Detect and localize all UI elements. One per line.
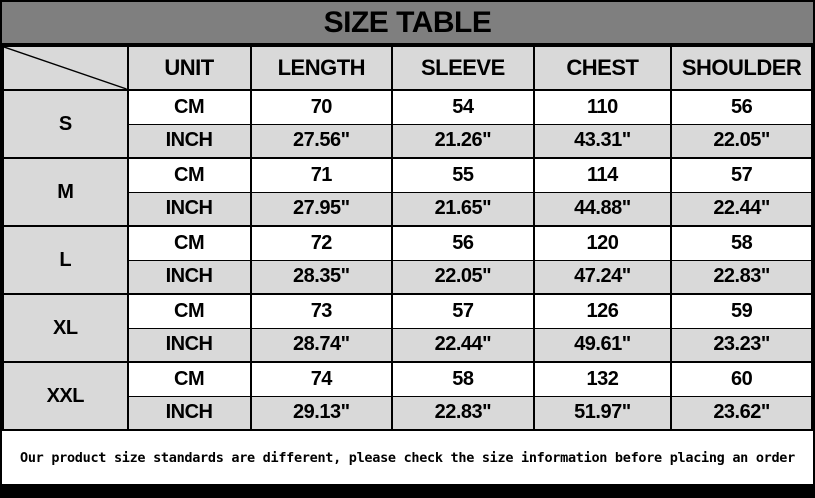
value-s-inch-shoulder: 22.05" [670, 123, 813, 159]
value-s-cm-length: 70 [249, 89, 394, 125]
value-xl-cm-length: 73 [249, 293, 394, 329]
value-xl-inch-sleeve: 22.44" [391, 327, 535, 363]
bottom-bar [2, 484, 813, 496]
value-xl-inch-chest: 49.61" [532, 327, 673, 363]
unit-label-cm: CM [126, 89, 252, 125]
row-xl-inch: INCH 28.74" 22.44" 49.61" 23.23" [3, 327, 813, 363]
size-label-l: L [2, 225, 129, 295]
diagonal-header-cell [2, 45, 129, 91]
row-m-cm: M CM 71 55 114 57 [2, 157, 813, 227]
unit-label-inch: INCH [126, 327, 252, 363]
column-header-unit: UNIT [126, 45, 252, 91]
column-header-shoulder: SHOULDER [670, 45, 813, 91]
unit-label-inch: INCH [126, 259, 252, 295]
value-l-inch-shoulder: 22.83" [670, 259, 813, 295]
value-xxl-cm-length: 74 [249, 361, 394, 397]
value-l-cm-chest: 120 [532, 225, 673, 261]
unit-label-cm: CM [126, 361, 252, 397]
value-l-cm-sleeve: 56 [391, 225, 535, 261]
note-box: Our product size standards are different… [2, 431, 813, 484]
value-l-inch-length: 28.35" [249, 259, 394, 295]
value-l-cm-shoulder: 58 [670, 225, 813, 261]
value-xxl-cm-chest: 132 [532, 361, 673, 397]
unit-label-cm: CM [126, 225, 252, 261]
row-xxl-inch: INCH 29.13" 22.83" 51.97" 23.62" [3, 395, 813, 431]
value-l-cm-length: 72 [249, 225, 394, 261]
column-header-length: LENGTH [249, 45, 394, 91]
value-s-cm-sleeve: 54 [391, 89, 535, 125]
size-label-m: M [2, 157, 129, 227]
value-m-cm-chest: 114 [532, 157, 673, 193]
row-xl-cm: XL CM 73 57 126 59 [2, 293, 813, 363]
value-xl-cm-sleeve: 57 [391, 293, 535, 329]
row-l-cm: L CM 72 56 120 58 [2, 225, 813, 295]
value-xl-cm-chest: 126 [532, 293, 673, 329]
value-m-inch-shoulder: 22.44" [670, 191, 813, 227]
value-xxl-cm-shoulder: 60 [670, 361, 813, 397]
row-m-inch: INCH 27.95" 21.65" 44.88" 22.44" [3, 191, 813, 227]
row-l-inch: INCH 28.35" 22.05" 47.24" 22.83" [3, 259, 813, 295]
value-xxl-cm-sleeve: 58 [391, 361, 535, 397]
unit-label-inch: INCH [126, 123, 252, 159]
value-l-inch-chest: 47.24" [532, 259, 673, 295]
value-xxl-inch-chest: 51.97" [532, 395, 673, 431]
row-s-inch: INCH 27.56" 21.26" 43.31" 22.05" [3, 123, 813, 159]
value-m-cm-shoulder: 57 [670, 157, 813, 193]
unit-label-inch: INCH [126, 395, 252, 431]
value-xl-cm-shoulder: 59 [670, 293, 813, 329]
value-xxl-inch-sleeve: 22.83" [391, 395, 535, 431]
column-header-chest: CHEST [532, 45, 673, 91]
row-s-cm: S CM 70 54 110 56 [2, 89, 813, 159]
value-m-inch-sleeve: 21.65" [391, 191, 535, 227]
value-xxl-inch-shoulder: 23.62" [670, 395, 813, 431]
value-m-inch-length: 27.95" [249, 191, 394, 227]
value-m-cm-length: 71 [249, 157, 394, 193]
value-s-cm-chest: 110 [532, 89, 673, 125]
size-label-xxl: XXL [2, 361, 129, 431]
row-xxl-cm: XXL CM 74 58 132 60 [2, 361, 813, 431]
value-xxl-inch-length: 29.13" [249, 395, 394, 431]
diagonal-slash-line [4, 47, 127, 89]
value-l-inch-sleeve: 22.05" [391, 259, 535, 295]
size-label-s: S [2, 89, 129, 159]
value-m-inch-chest: 44.88" [532, 191, 673, 227]
value-xl-inch-length: 28.74" [249, 327, 394, 363]
value-m-cm-sleeve: 55 [391, 157, 535, 193]
unit-label-cm: CM [126, 157, 252, 193]
value-s-cm-shoulder: 56 [670, 89, 813, 125]
note-text: Our product size standards are different… [20, 449, 795, 466]
value-s-inch-sleeve: 21.26" [391, 123, 535, 159]
unit-label-inch: INCH [126, 191, 252, 227]
header-row: UNIT LENGTH SLEEVE CHEST SHOULDER [2, 45, 813, 91]
value-xl-inch-shoulder: 23.23" [670, 327, 813, 363]
value-s-inch-chest: 43.31" [532, 123, 673, 159]
value-s-inch-length: 27.56" [249, 123, 394, 159]
page-title: SIZE TABLE [2, 2, 813, 45]
size-label-xl: XL [2, 293, 129, 363]
unit-label-cm: CM [126, 293, 252, 329]
size-table: UNIT LENGTH SLEEVE CHEST SHOULDER S CM 70 54 110… [2, 45, 813, 431]
column-header-sleeve: SLEEVE [391, 45, 535, 91]
